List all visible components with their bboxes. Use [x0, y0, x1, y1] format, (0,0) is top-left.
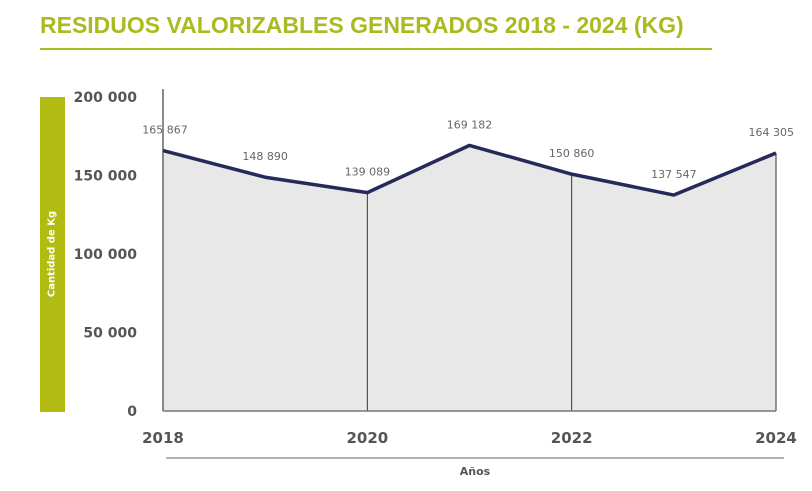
x-tick-label: 2024	[755, 429, 797, 447]
y-tick-label: 0	[127, 404, 137, 420]
y-axis-label-bar	[40, 97, 65, 412]
area-fill	[163, 145, 776, 411]
y-tick-label: 100 000	[74, 247, 138, 263]
y-tick-label: 150 000	[74, 169, 138, 185]
data-label: 164 305	[749, 126, 795, 139]
chart-title: RESIDUOS VALORIZABLES GENERADOS 2018 - 2…	[40, 12, 684, 38]
x-tick-label: 2022	[551, 429, 593, 447]
data-label: 139 089	[345, 166, 391, 179]
y-tick-label: 50 000	[83, 326, 137, 342]
data-label: 137 547	[651, 168, 697, 181]
y-tick-label: 200 000	[74, 90, 138, 106]
data-label: 148 890	[242, 150, 288, 163]
x-axis-title: Años	[460, 465, 491, 478]
data-label: 169 182	[447, 118, 493, 131]
x-tick-label: 2018	[142, 429, 184, 447]
data-label: 165 867	[142, 124, 188, 137]
data-label: 150 860	[549, 147, 595, 160]
x-tick-label: 2020	[346, 429, 388, 447]
title-underline	[40, 48, 712, 50]
